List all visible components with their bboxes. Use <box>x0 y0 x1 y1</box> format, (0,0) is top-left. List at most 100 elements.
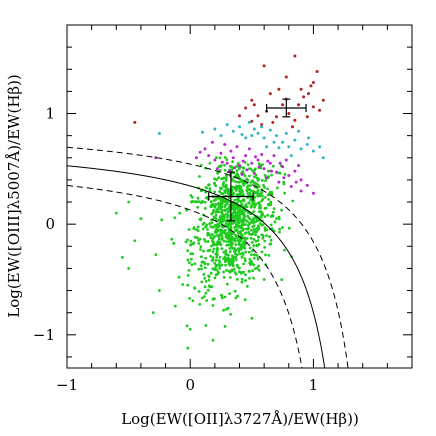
data-point-green <box>243 174 247 178</box>
data-point-green <box>254 233 257 237</box>
data-point-green <box>233 198 237 202</box>
data-point-green <box>222 308 226 312</box>
data-point-green <box>249 196 253 200</box>
data-point-green <box>215 255 219 259</box>
data-point-green <box>188 261 191 264</box>
data-point-green <box>223 325 227 328</box>
data-point <box>201 130 204 134</box>
data-point-green <box>223 156 227 159</box>
data-point-green <box>186 258 190 262</box>
data-point-green <box>219 243 223 247</box>
data-point-green <box>228 260 232 264</box>
data-point-green <box>264 228 267 232</box>
data-point-green <box>220 237 224 241</box>
x-tick-label: 1 <box>309 376 319 394</box>
data-point-green <box>227 196 231 200</box>
data-point-green <box>197 242 201 245</box>
x-tick-label: −1 <box>56 376 78 394</box>
data-point-green <box>212 225 215 229</box>
data-point-green <box>219 191 223 195</box>
data-point-green <box>211 256 215 260</box>
data-point-green <box>222 276 226 279</box>
data-point-green <box>226 215 229 219</box>
data-point-green <box>234 258 238 262</box>
data-point <box>260 125 264 129</box>
data-point-green <box>269 223 273 227</box>
data-point-green <box>219 293 223 297</box>
data-point <box>256 158 260 162</box>
data-point-green <box>240 255 244 258</box>
data-point-green <box>223 200 227 204</box>
data-point-green <box>257 227 260 231</box>
data-point-green <box>235 211 239 215</box>
data-point-green <box>229 240 233 244</box>
data-point <box>262 167 266 171</box>
data-point-green <box>236 231 240 235</box>
data-point-green <box>206 240 210 243</box>
data-point <box>233 166 237 170</box>
data-point <box>256 114 260 118</box>
data-point-green <box>247 230 251 234</box>
data-point-green <box>224 249 228 253</box>
data-point <box>289 154 293 158</box>
data-point-green <box>181 283 185 286</box>
data-point <box>245 168 249 172</box>
data-point <box>257 165 261 169</box>
data-point-green <box>202 249 205 253</box>
data-point <box>297 164 301 167</box>
y-tick-label: 1 <box>45 105 55 123</box>
data-point-green <box>251 249 254 253</box>
data-point-green <box>241 227 244 231</box>
data-point-green <box>242 241 245 245</box>
data-point-green <box>256 189 260 192</box>
data-point-green <box>261 194 264 198</box>
data-point-green <box>218 240 222 244</box>
data-point-green <box>250 228 253 232</box>
data-point-green <box>229 243 233 247</box>
data-point-green <box>234 255 238 259</box>
data-point <box>238 125 241 129</box>
data-point-green <box>232 192 236 195</box>
data-point-green <box>272 207 276 211</box>
data-point-green <box>233 289 237 293</box>
data-point-green <box>208 161 212 165</box>
data-point-green <box>186 346 190 350</box>
data-point <box>318 145 322 149</box>
data-point-green <box>242 198 246 202</box>
data-point <box>157 131 161 135</box>
data-point-green <box>185 208 189 212</box>
data-point <box>297 103 301 107</box>
data-point <box>275 115 278 119</box>
data-point-green <box>223 295 227 299</box>
data-point-green <box>193 286 197 290</box>
data-point-green <box>199 248 202 251</box>
data-point-green <box>261 234 265 238</box>
data-point-green <box>225 176 228 180</box>
data-point-green <box>253 253 257 257</box>
data-point-green <box>195 228 198 231</box>
data-point-green <box>248 192 252 196</box>
data-point-green <box>154 253 158 257</box>
data-point <box>282 176 286 180</box>
data-point <box>194 156 198 160</box>
data-point <box>266 159 270 163</box>
data-point-green <box>239 247 243 251</box>
data-point <box>238 164 241 167</box>
data-point-green <box>244 279 247 282</box>
data-point-green <box>248 188 252 191</box>
data-point-green <box>223 260 227 263</box>
data-point <box>252 171 256 175</box>
data-point-green <box>211 250 215 254</box>
data-point-green <box>266 169 270 173</box>
data-point <box>277 87 281 91</box>
data-point-green <box>238 184 242 188</box>
data-point-green <box>247 201 251 205</box>
data-point <box>268 92 272 96</box>
data-point-green <box>241 251 244 255</box>
data-point-green <box>228 247 232 250</box>
data-point-green <box>232 209 236 213</box>
data-point-green <box>217 237 221 241</box>
data-point-green <box>244 203 248 206</box>
data-point-green <box>252 181 256 185</box>
